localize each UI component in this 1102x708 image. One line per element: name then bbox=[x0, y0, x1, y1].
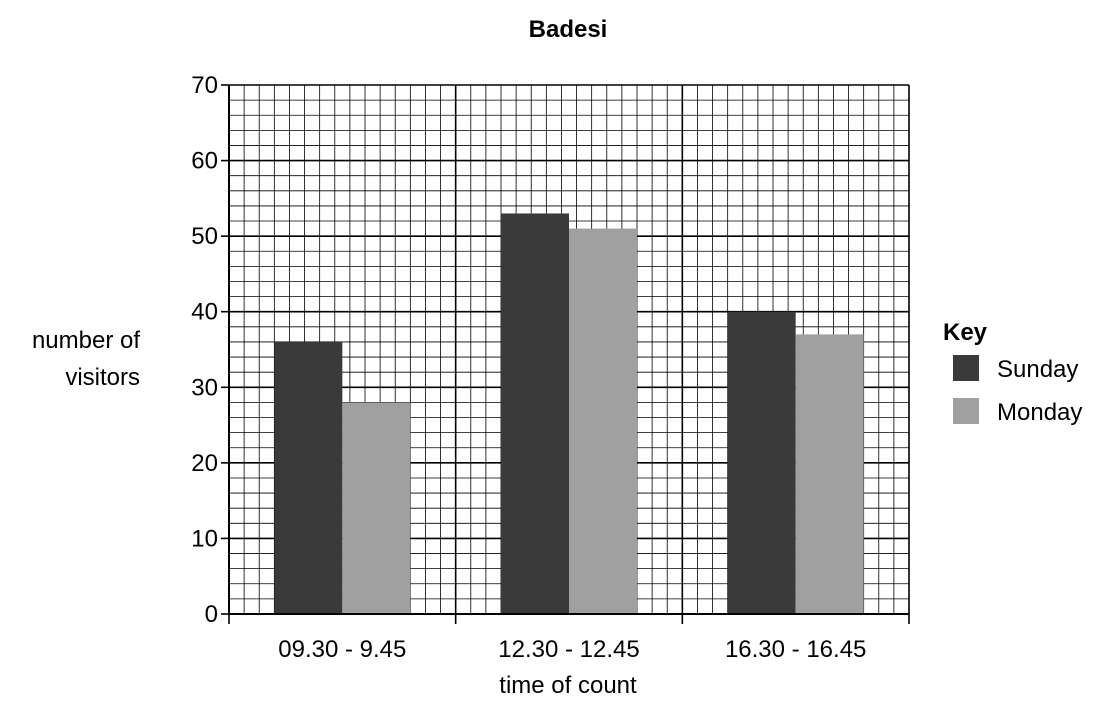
bar-sunday-2 bbox=[501, 213, 569, 614]
y-tick-label: 60 bbox=[191, 148, 218, 175]
x-tick-label: 12.30 - 12.45 bbox=[498, 636, 639, 663]
bar-monday-2 bbox=[569, 228, 637, 615]
bars bbox=[274, 213, 864, 615]
x-tick-labels: 09.30 - 9.45 12.30 - 12.45 16.30 - 16.45 bbox=[278, 636, 866, 663]
legend: Key Sunday Monday bbox=[943, 319, 1082, 426]
legend-title: Key bbox=[943, 319, 988, 346]
y-tick-label: 10 bbox=[191, 525, 218, 552]
y-axis-label-line-1: number of bbox=[32, 327, 140, 354]
y-tick-label: 70 bbox=[191, 72, 218, 99]
bar-sunday-3 bbox=[727, 311, 796, 614]
legend-swatch-monday bbox=[953, 398, 979, 424]
x-tick-label: 09.30 - 9.45 bbox=[278, 636, 406, 663]
bar-monday-3 bbox=[795, 334, 864, 614]
y-axis-label: number of visitors bbox=[32, 327, 140, 391]
legend-swatch-sunday bbox=[953, 355, 979, 381]
y-tick-label: 50 bbox=[191, 223, 218, 250]
chart-title: Badesi bbox=[529, 16, 608, 43]
y-tick-labels: 0 10 20 30 40 50 60 70 bbox=[191, 72, 218, 628]
y-tick-label: 20 bbox=[191, 450, 218, 477]
legend-label-sunday: Sunday bbox=[997, 356, 1078, 383]
y-axis-label-line-2: visitors bbox=[65, 364, 140, 391]
y-tick-label: 30 bbox=[191, 374, 218, 401]
x-axis-label: time of count bbox=[499, 672, 637, 699]
legend-label-monday: Monday bbox=[997, 399, 1082, 426]
bar-monday-1 bbox=[342, 402, 411, 614]
y-tick-label: 0 bbox=[205, 601, 218, 628]
axes bbox=[221, 84, 910, 624]
bar-sunday-1 bbox=[274, 341, 343, 614]
x-tick-label: 16.30 - 16.45 bbox=[725, 636, 866, 663]
y-tick-label: 40 bbox=[191, 299, 218, 326]
